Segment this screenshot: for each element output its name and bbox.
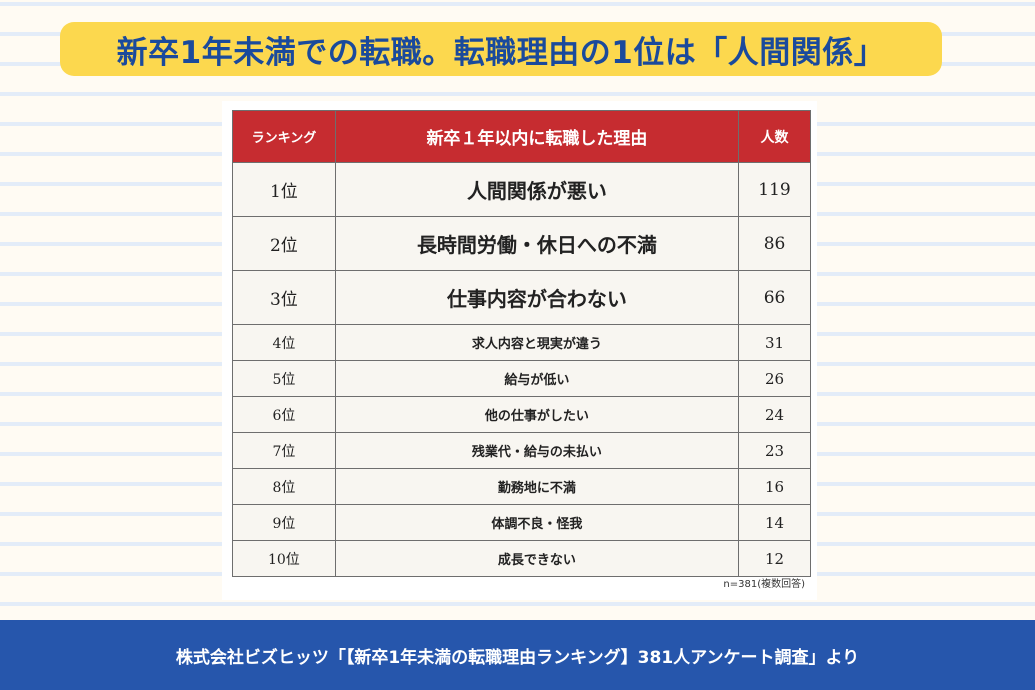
table-row: 6位 他の仕事がしたい 24 [232,396,811,433]
rank-cell: 8位 [232,468,336,505]
source-footer: 株式会社ビズヒッツ「【新卒1年未満の転職理由ランキング】381人アンケート調査」… [0,620,1035,690]
column-header-rank: ランキング [232,110,336,163]
count-cell: 26 [738,360,811,397]
sample-size-note: n=381(複数回答) [723,579,805,590]
count-cell: 31 [738,324,811,361]
reason-cell: 残業代・給与の未払い [334,432,740,469]
rank-cell: 10位 [232,540,336,577]
count-cell: 12 [738,540,811,577]
rank-cell: 2位 [232,216,336,271]
reason-cell: 給与が低い [334,360,740,397]
reason-cell: 長時間労働・休日への不満 [334,216,740,271]
count-cell: 86 [738,216,811,271]
rank-cell: 9位 [232,504,336,541]
table-row: 9位 体調不良・怪我 14 [232,504,811,541]
reason-cell: 求人内容と現実が違う [334,324,740,361]
column-header-count: 人数 [738,110,811,163]
page-title: 新卒1年未満での転職。転職理由の1位は「人間関係」 [116,34,886,71]
table-row: 3位 仕事内容が合わない 66 [232,270,811,325]
count-cell: 23 [738,432,811,469]
reason-cell: 他の仕事がしたい [334,396,740,433]
table-row: 1位 人間関係が悪い 119 [232,162,811,217]
source-credit: 株式会社ビズヒッツ「【新卒1年未満の転職理由ランキング】381人アンケート調査」… [175,647,860,668]
rank-cell: 7位 [232,432,336,469]
count-cell: 119 [738,162,811,217]
table-row: 2位 長時間労働・休日への不満 86 [232,216,811,271]
table-row: 4位 求人内容と現実が違う 31 [232,324,811,361]
count-cell: 24 [738,396,811,433]
table-row: 7位 残業代・給与の未払い 23 [232,432,811,469]
table-row: 8位 勤務地に不満 16 [232,468,811,505]
title-banner: 新卒1年未満での転職。転職理由の1位は「人間関係」 [60,22,942,76]
reason-cell: 体調不良・怪我 [334,504,740,541]
rank-cell: 1位 [232,162,336,217]
reason-cell: 人間関係が悪い [334,162,740,217]
reason-cell: 仕事内容が合わない [334,270,740,325]
rank-cell: 5位 [232,360,336,397]
count-cell: 14 [738,504,811,541]
count-cell: 66 [738,270,811,325]
table-header-row: ランキング 新卒１年以内に転職した理由 人数 [232,110,811,163]
ranking-table: ランキング 新卒１年以内に転職した理由 人数 1位 人間関係が悪い 119 2位… [232,110,811,577]
count-cell: 16 [738,468,811,505]
rank-cell: 6位 [232,396,336,433]
reason-cell: 成長できない [334,540,740,577]
column-header-reason: 新卒１年以内に転職した理由 [334,110,740,163]
ranking-card: ランキング 新卒１年以内に転職した理由 人数 1位 人間関係が悪い 119 2位… [222,101,817,600]
rank-cell: 3位 [232,270,336,325]
table-row: 10位 成長できない 12 [232,540,811,577]
table-row: 5位 給与が低い 26 [232,360,811,397]
rank-cell: 4位 [232,324,336,361]
reason-cell: 勤務地に不満 [334,468,740,505]
